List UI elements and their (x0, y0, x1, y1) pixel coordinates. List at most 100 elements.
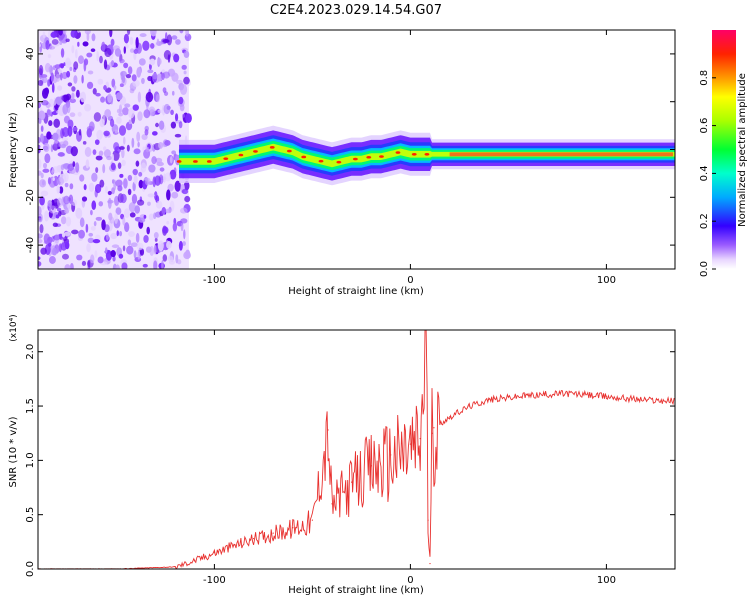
noise-speckle (71, 86, 76, 92)
noise-speckle (39, 196, 45, 206)
noise-speckle (157, 109, 163, 114)
noise-speckle (64, 182, 69, 188)
noise-speckle (161, 207, 167, 215)
noise-speckle (127, 174, 133, 182)
snr-point (419, 438, 421, 440)
spectrogram-y-tick-label: 0 (25, 146, 36, 152)
noise-speckle (102, 113, 106, 123)
noise-speckle (48, 45, 56, 50)
noise-speckle (100, 96, 106, 103)
noise-speckle (72, 161, 76, 168)
snr-panel: -100 0 100 0.0 0.5 1.0 1.5 2.0 Height of strai… (8, 314, 676, 596)
noise-speckle (133, 250, 137, 259)
spectrogram-x-tick-label: -100 (203, 275, 226, 286)
noise-speckle (106, 233, 109, 241)
noise-speckle (129, 212, 136, 218)
noise-speckle (65, 38, 70, 43)
ridge-peak (318, 159, 324, 163)
noise-speckle (131, 137, 135, 148)
noise-speckle (97, 78, 104, 85)
noise-speckle (79, 174, 85, 182)
snr-point (233, 544, 235, 546)
snr-series-line (38, 330, 675, 569)
noise-speckle (116, 108, 122, 114)
noise-speckle (44, 210, 49, 222)
noise-speckle (158, 142, 164, 149)
noise-speckle (135, 37, 139, 49)
spectrogram-x-axis-label: Height of straight line (km) (288, 286, 424, 297)
noise-speckle (165, 208, 172, 214)
snr-y-tick-label: 1.5 (25, 398, 36, 414)
noise-speckle (60, 216, 67, 225)
noise-speckle (164, 172, 171, 182)
spectrogram-x-tick-label: 100 (597, 275, 616, 286)
noise-speckle (84, 146, 92, 157)
noise-speckle (58, 186, 64, 194)
noise-speckle (121, 148, 125, 159)
noise-speckle (118, 112, 124, 117)
noise-speckle (38, 239, 43, 244)
noise-speckle (147, 75, 153, 82)
noise-speckle (64, 241, 70, 250)
colorbar-gradient (712, 30, 736, 269)
noise-speckle (102, 163, 106, 174)
snr-point (427, 519, 429, 521)
noise-speckle (183, 251, 191, 260)
noise-speckle (123, 62, 129, 69)
noise-speckle (69, 66, 73, 72)
snr-point (370, 465, 372, 467)
noise-speckle (99, 179, 105, 188)
noise-speckle (114, 48, 122, 57)
noise-speckle (78, 229, 85, 239)
noise-speckle (87, 70, 94, 75)
noise-speckle (176, 79, 183, 85)
noise-speckle (104, 109, 112, 118)
snr-point (174, 566, 176, 568)
noise-speckle (95, 92, 101, 97)
noise-speckle (86, 125, 94, 132)
noise-speckle (147, 201, 151, 206)
noise-speckle (120, 71, 124, 81)
noise-speckle (147, 69, 154, 74)
noise-speckle (132, 181, 136, 192)
noise-speckle (125, 73, 132, 79)
noise-speckle (60, 143, 67, 149)
noise-speckle (171, 150, 177, 155)
snr-scale-label: (x10⁴) (9, 314, 19, 341)
noise-speckle (74, 48, 78, 59)
noise-speckle (103, 149, 111, 158)
noise-speckle (171, 191, 179, 199)
noise-speckle (50, 31, 58, 38)
noise-speckle (110, 250, 116, 258)
noise-speckle (179, 30, 184, 34)
colorbar-tick-label: 0.4 (699, 165, 710, 181)
noise-speckle (127, 107, 135, 119)
noise-speckle (65, 57, 71, 69)
noise-speckle (152, 73, 158, 80)
colorbar: 0.0 0.2 0.4 0.6 0.8 Normalized spectral ampl… (699, 30, 748, 277)
noise-speckle (171, 35, 178, 40)
noise-speckle (135, 160, 140, 167)
noise-speckle (140, 162, 147, 173)
noise-speckle (136, 242, 144, 251)
noise-speckle (76, 254, 83, 261)
noise-speckle (119, 230, 123, 237)
noise-speckle (96, 50, 99, 62)
noise-speckle (41, 77, 48, 84)
noise-speckle (169, 156, 173, 164)
noise-speckle (53, 139, 60, 148)
noise-speckle (104, 247, 108, 254)
noise-speckle (103, 146, 107, 151)
noise-speckle (144, 128, 149, 136)
noise-speckle (143, 214, 147, 219)
ridge-peak (366, 155, 372, 159)
noise-speckle (128, 202, 136, 213)
noise-speckle (40, 190, 49, 197)
spectrogram-y-tick-label: 40 (25, 48, 36, 61)
noise-speckle (119, 173, 124, 178)
noise-speckle (163, 103, 171, 115)
noise-speckle (38, 137, 41, 144)
snr-point (468, 405, 470, 407)
noise-speckle (91, 172, 98, 183)
noise-speckle (50, 72, 54, 82)
